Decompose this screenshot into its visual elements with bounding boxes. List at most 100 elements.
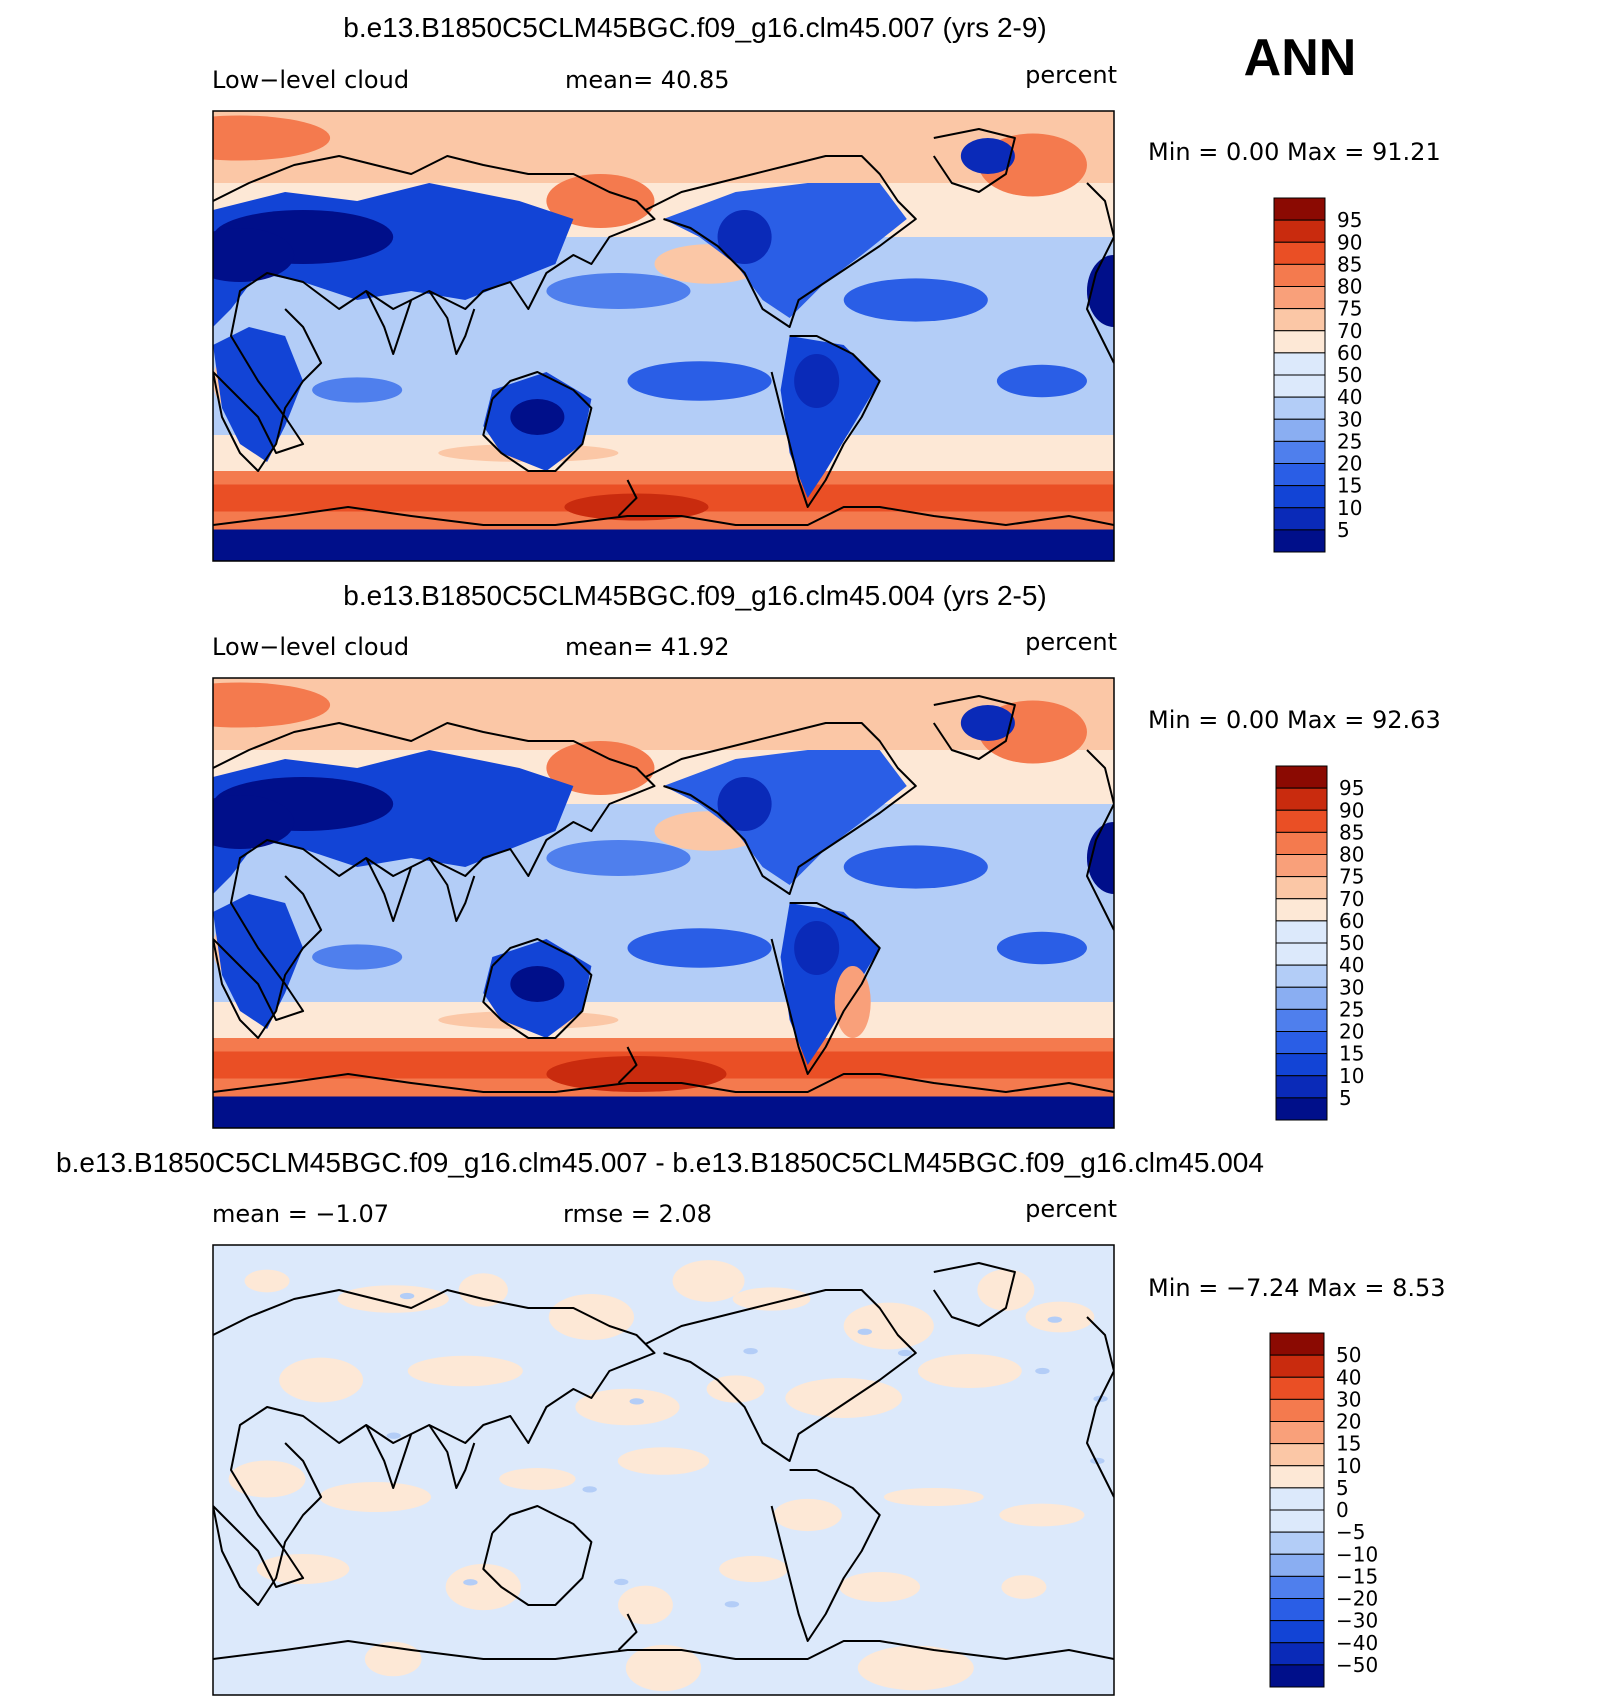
coastline (213, 875, 323, 1039)
colorbar-tick-label: 40 (1337, 385, 1362, 409)
colorbar-tick-label: 60 (1337, 341, 1362, 365)
colorbar-tick-label: 90 (1337, 230, 1362, 254)
sahara-minimum (213, 228, 295, 282)
colorbar-swatch (1275, 1075, 1328, 1099)
panel-3-title: b.e13.B1850C5CLM45BGC.f09_g16.clm45.007 … (56, 1147, 1264, 1178)
colorbar-tick-label: 5 (1337, 518, 1350, 542)
western-us-minimum (717, 777, 772, 831)
positive-anomaly-patch (999, 1503, 1085, 1527)
indian-ocean-minimum (312, 944, 403, 970)
colorbar-tick-label: 50 (1336, 1343, 1361, 1367)
colorbar-swatch (1273, 485, 1326, 509)
map-frame (212, 1244, 1115, 1696)
coastline (1086, 182, 1114, 364)
positive-anomaly-patch (575, 1388, 680, 1426)
andes-minimum (794, 921, 840, 975)
map-frame (212, 110, 1115, 562)
colorbar-tick-label: 15 (1337, 474, 1362, 498)
colorbar-tick-label: 40 (1336, 1365, 1361, 1389)
north-atlantic-high (213, 682, 331, 728)
sahara-minimum (213, 795, 295, 849)
coastline (213, 155, 656, 454)
colorbar-tick-label: 0 (1336, 1498, 1349, 1522)
coastline (365, 290, 413, 355)
positive-anomaly-patch (319, 1481, 432, 1513)
coastline (213, 1073, 1114, 1093)
antarctic-low-cloud (213, 1096, 1114, 1128)
colorbar-swatch (1273, 418, 1326, 442)
colorbar-tick-label: −5 (1336, 1520, 1365, 1544)
season-label: ANN (1244, 29, 1357, 87)
colorbar-swatch (1269, 1642, 1325, 1666)
colorbar-swatch (1269, 1421, 1325, 1445)
colorbar-tick-label: 60 (1339, 909, 1364, 933)
colorbar-swatch (1275, 854, 1328, 878)
panel-2-map (212, 677, 1115, 1129)
panel-2-mean-label: mean= 41.92 (565, 633, 730, 661)
coastline (213, 722, 656, 1021)
southern-transition (213, 435, 1114, 471)
panel-1-variable-label: Low−level cloud (212, 66, 409, 94)
colorbar-swatch (1273, 374, 1326, 398)
coastline (482, 938, 593, 1039)
colorbar-tick-label: 20 (1337, 452, 1362, 476)
colorbar-tick-label: 20 (1336, 1410, 1361, 1434)
coastline (428, 857, 476, 922)
colorbar-tick-label: −20 (1336, 1587, 1378, 1611)
positive-anomaly-patch (1025, 1301, 1095, 1333)
indian-ocean-minimum (312, 377, 403, 403)
colorbar-swatch (1269, 1487, 1325, 1511)
positive-anomaly-patch (719, 1555, 789, 1583)
panel-3-rmse-label: rmse = 2.08 (563, 1200, 712, 1228)
colorbar-swatch (1273, 219, 1326, 243)
colorbar-swatch (1273, 263, 1326, 287)
colorbar-swatch (1269, 1598, 1325, 1622)
colorbar-swatch (1275, 942, 1328, 966)
colorbar-swatch (1273, 529, 1326, 553)
positive-anomaly-patch (617, 1447, 710, 1475)
colorbar-tick-label: −50 (1336, 1653, 1378, 1677)
australia-interior-minimum (510, 399, 565, 435)
panel-2-units-label: percent (1025, 628, 1117, 656)
negative-anomaly-patch (1090, 1457, 1105, 1465)
negative-anomaly-patch (743, 1347, 758, 1355)
colorbar-swatch (1275, 1053, 1328, 1077)
coastline (617, 1613, 638, 1651)
colorbar-tick-label: 70 (1339, 887, 1364, 911)
panel-3-mean-label: mean = −1.07 (212, 1200, 389, 1228)
north-atlantic-trade-minimum (843, 278, 988, 322)
colorbar-tick-label: 20 (1339, 1020, 1364, 1044)
western-us-minimum (717, 210, 772, 264)
positive-anomaly-patch (977, 1269, 1035, 1311)
positive-anomaly-patch (458, 1273, 508, 1307)
positive-anomaly-patch (256, 1553, 350, 1585)
colorbar-swatch (1275, 787, 1328, 811)
colorbar-swatch (1275, 765, 1328, 789)
colorbar-swatch (1275, 986, 1328, 1010)
coastline (213, 1640, 1114, 1660)
north-atlantic-trade-minimum (843, 845, 988, 889)
colorbar-swatch (1273, 396, 1326, 420)
negative-anomaly-patch (1035, 1367, 1050, 1375)
panel-2-title: b.e13.B1850C5CLM45BGC.f09_g16.clm45.004 … (343, 580, 1047, 611)
panel-2-minmax: Min = 0.00 Max = 92.63 (1148, 706, 1441, 734)
coastline (645, 1289, 917, 1462)
colorbar-tick-label: 25 (1339, 997, 1364, 1021)
negative-anomaly-patch (399, 1292, 415, 1300)
positive-anomaly-patch (279, 1357, 364, 1403)
coastline (213, 506, 1114, 526)
colorbar-tick-label: −30 (1336, 1609, 1378, 1633)
coastline (617, 479, 638, 517)
colorbar-tick-label: 90 (1339, 798, 1364, 822)
colorbar-tick-label: 40 (1339, 953, 1364, 977)
colorbar-tick-label: 30 (1337, 407, 1362, 431)
colorbar-swatch (1275, 898, 1328, 922)
coastline (428, 290, 476, 355)
coastline (645, 722, 917, 895)
colorbar-tick-label: 75 (1339, 865, 1364, 889)
negative-anomaly-patch (724, 1601, 740, 1608)
coastline (213, 308, 323, 472)
colorbar-tick-label: 25 (1337, 429, 1362, 453)
greenland-minimum (960, 138, 1015, 174)
